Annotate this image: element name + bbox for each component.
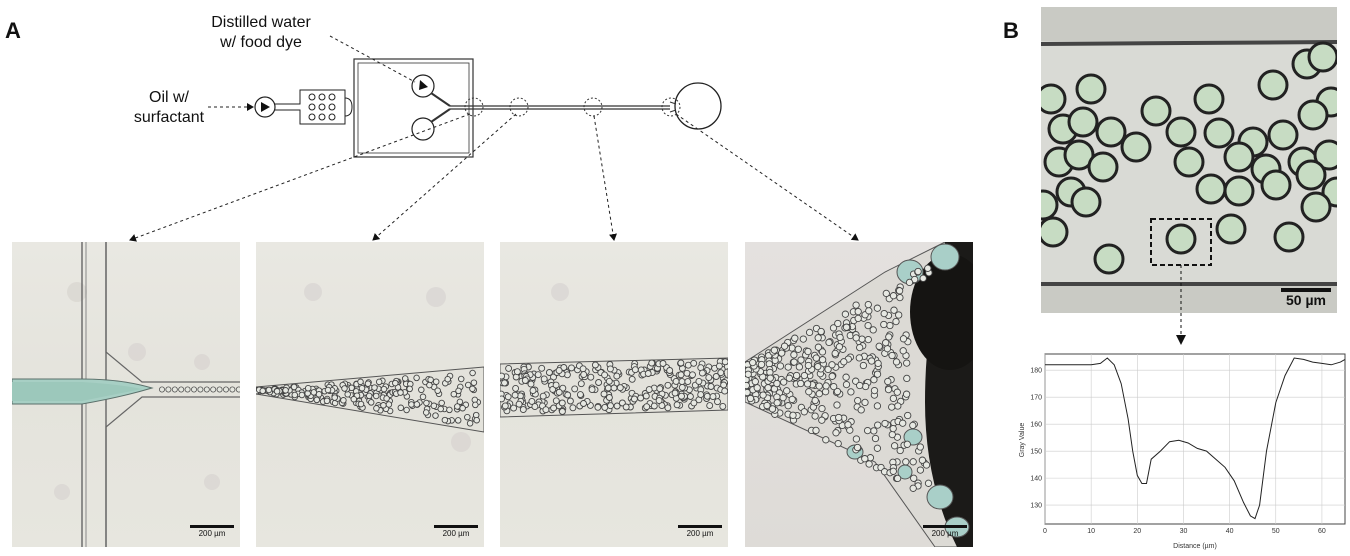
panel-b-label: B <box>1003 18 1019 43</box>
x-tick-label: 0 <box>1043 528 1047 535</box>
x-tick-label: 20 <box>1133 528 1141 535</box>
y-tick-label: 160 <box>1030 422 1042 429</box>
y-tick-label: 150 <box>1030 449 1042 456</box>
micrograph-channel-start: 200 µm <box>256 242 484 547</box>
oil-label-line2: surfactant <box>133 109 205 126</box>
scale-bar-2: 200 µm <box>432 525 480 538</box>
gray-value-profile-chart: 0 10 20 30 40 50 60 130 140 150 160 170 180 Distance… <box>1019 353 1346 550</box>
y-tick-label: 140 <box>1030 476 1042 483</box>
device-schematic <box>129 35 859 242</box>
y-tick-label: 130 <box>1030 503 1042 510</box>
micrograph-junction: 200 µm <box>12 242 240 547</box>
micrograph-outlet: 200 µm <box>745 242 973 547</box>
y-tick-label: 170 <box>1030 395 1042 402</box>
water-label-line1: Distilled water <box>211 14 311 31</box>
outlet-port <box>674 82 722 130</box>
y-tick-label: 180 <box>1030 368 1042 375</box>
scale-label-b: 50 µm <box>1286 292 1326 308</box>
water-label-line2: w/ food dye <box>220 34 302 51</box>
scale-bar-1: 200 µm <box>188 525 236 538</box>
x-tick-label: 30 <box>1180 528 1188 535</box>
y-axis-label: Gray Value <box>1019 423 1026 458</box>
x-tick-label: 40 <box>1226 528 1234 535</box>
scale-bar-4: 200 µm <box>921 525 969 538</box>
micrograph-droplets-zoom: 50 µm <box>1041 7 1337 313</box>
scale-label-3: 200 µm <box>686 529 714 538</box>
scale-bar-b: 50 µm <box>1277 288 1335 308</box>
x-tick-label: 50 <box>1272 528 1280 535</box>
gray-value-series <box>1045 357 1346 520</box>
scale-label-2: 200 µm <box>442 529 470 538</box>
scale-label-4: 200 µm <box>931 529 959 538</box>
oil-label-line1: Oil w/ <box>149 89 189 106</box>
x-tick-label: 10 <box>1087 528 1095 535</box>
scale-bar-3: 200 µm <box>676 525 724 538</box>
scale-label-1: 200 µm <box>198 529 226 538</box>
micrograph-channel-middle: 200 µm <box>500 242 728 547</box>
x-axis-label: Distance (µm) <box>1173 543 1217 550</box>
oil-inlet-label: Oil w/ surfactant <box>124 88 214 128</box>
x-tick-label: 60 <box>1318 528 1326 535</box>
chip-outline <box>353 58 474 158</box>
panel-a-label: A <box>5 18 21 43</box>
water-inlet-label: Distilled water w/ food dye <box>196 13 326 53</box>
roi-arrow <box>1176 265 1186 345</box>
